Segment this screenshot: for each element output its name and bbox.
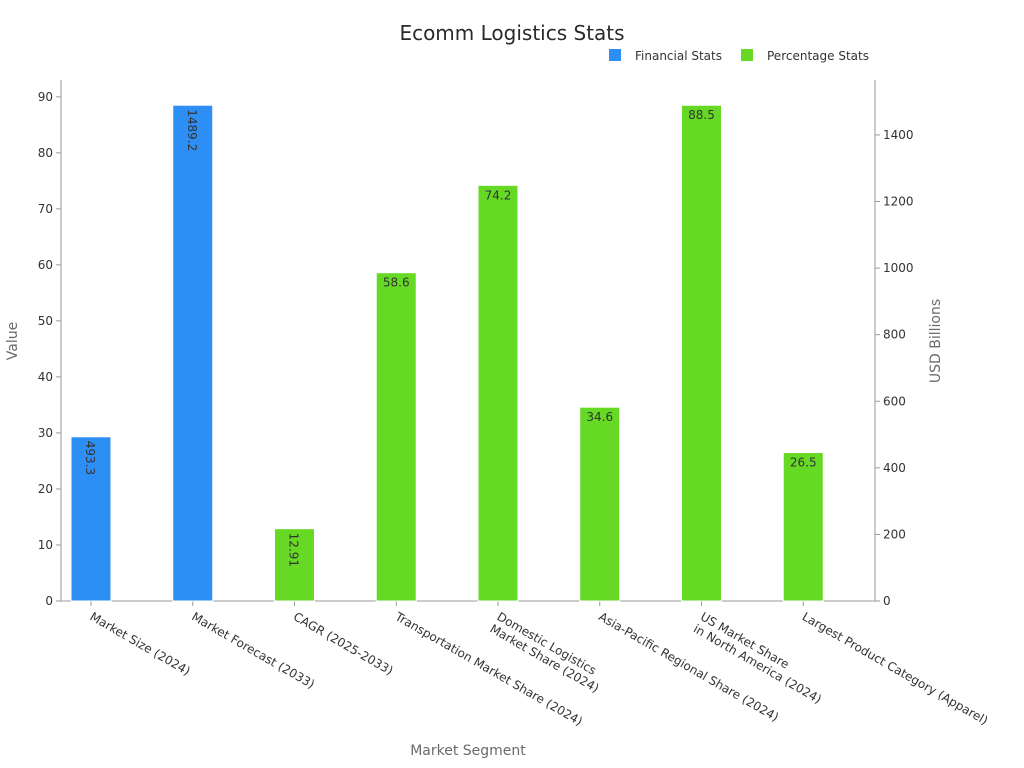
- bar-value-label: 88.5: [688, 108, 715, 122]
- bar-financial-stats: [172, 104, 214, 602]
- y-tick-label: 50: [38, 314, 53, 328]
- x-tick-label: Market Size (2024): [88, 609, 193, 678]
- y-tick-label: 60: [38, 258, 53, 272]
- legend-swatch-percentage: [741, 49, 753, 61]
- bar-percentage-stats: [681, 104, 722, 602]
- y2-tick-label: 600: [883, 394, 906, 408]
- legend: Financial Stats Percentage Stats: [609, 49, 869, 63]
- bar-percentage-stats: [782, 452, 824, 602]
- y-tick-label: 0: [45, 594, 53, 608]
- x-tick-label: CAGR (2025-2033): [291, 609, 396, 677]
- y2-tick-label: 1000: [883, 261, 914, 275]
- bar-value-label: 493.3: [83, 441, 97, 475]
- y-tick-label: 80: [38, 146, 53, 160]
- legend-label-percentage: Percentage Stats: [767, 49, 869, 63]
- bars: 493.3 1489.2 12.91 58.6 74.2 34.6 88.5 26.5: [70, 104, 824, 602]
- bar-percentage-stats: [375, 272, 417, 602]
- bar-percentage-stats: [579, 406, 621, 602]
- y2-tick-label: 400: [883, 461, 906, 475]
- y2-axis-title: USD Billions: [928, 299, 944, 383]
- bar-value-label: 74.2: [485, 188, 512, 202]
- y-tick-label: 30: [38, 426, 53, 440]
- y2-tick-label: 1200: [883, 195, 914, 209]
- x-tick-label: Largest Product Category (Apparel): [800, 609, 991, 727]
- legend-label-financial: Financial Stats: [635, 49, 722, 63]
- y-tick-label: 90: [38, 90, 53, 104]
- chart-title: Ecomm Logistics Stats: [399, 21, 624, 45]
- y2-tick-label: 800: [883, 328, 906, 342]
- y-tick-label: 10: [38, 538, 53, 552]
- x-axis-ticks: Market Size (2024)Market Forecast (2033)…: [88, 601, 991, 729]
- y-axis-ticks: 0 10 20 30 40 50 60 70 80 90: [38, 90, 61, 608]
- y-tick-label: 40: [38, 370, 53, 384]
- bar-value-label: 58.6: [383, 276, 410, 290]
- bar-percentage-stats: [274, 528, 315, 602]
- y2-axis-ticks: 0 200 400 600 800 1000 1200 1400: [875, 128, 914, 608]
- x-axis-title: Market Segment: [410, 743, 526, 759]
- bar-financial-stats: [70, 436, 112, 602]
- y2-tick-label: 0: [883, 594, 891, 608]
- bar-value-label: 1489.2: [185, 109, 199, 151]
- legend-swatch-financial: [609, 49, 621, 61]
- bar-value-label: 26.5: [790, 456, 817, 470]
- y-tick-label: 20: [38, 482, 53, 496]
- y2-tick-label: 200: [883, 527, 906, 541]
- y-tick-label: 70: [38, 202, 53, 216]
- y-axis-title: Value: [5, 322, 21, 360]
- bar-percentage-stats: [477, 184, 519, 602]
- bar-value-label: 12.91: [287, 533, 301, 567]
- bar-value-label: 34.6: [586, 410, 613, 424]
- y2-tick-label: 1400: [883, 128, 914, 142]
